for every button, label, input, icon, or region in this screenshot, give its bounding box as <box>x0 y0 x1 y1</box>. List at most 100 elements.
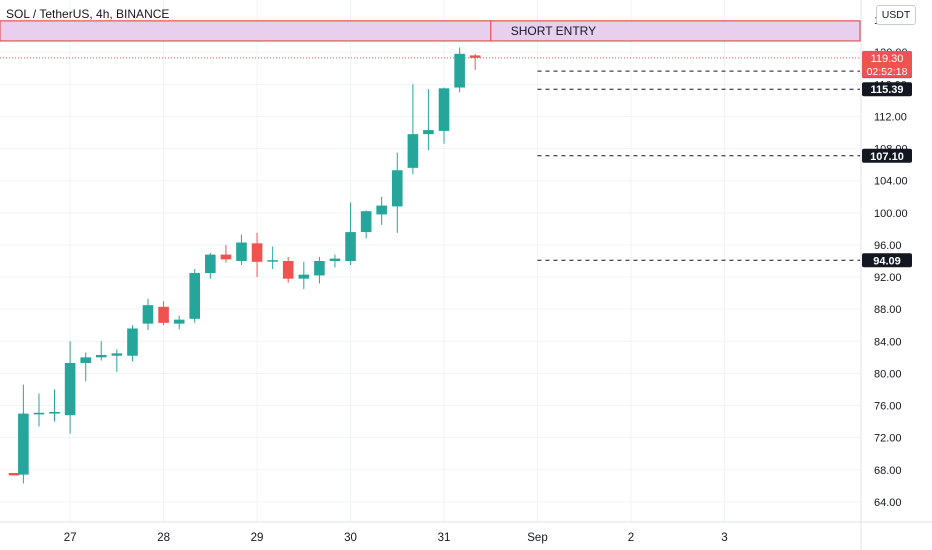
price-tick-label: 88.00 <box>874 304 902 316</box>
candle[interactable] <box>205 252 216 279</box>
candle[interactable] <box>267 246 278 270</box>
candle-body <box>360 211 372 233</box>
candle-body <box>236 242 247 261</box>
chart-title: SOL / TetherUS, 4h, BINANCE <box>6 7 170 21</box>
time-tick-label: 28 <box>157 532 170 544</box>
candle-body <box>251 243 263 262</box>
candle[interactable] <box>407 84 419 175</box>
candle-body <box>111 353 123 356</box>
candle[interactable] <box>127 325 138 362</box>
candle-body <box>33 412 45 415</box>
countdown-label: 02:52:18 <box>867 66 908 78</box>
time-tick-label: 27 <box>64 532 77 544</box>
candle-body <box>267 260 278 262</box>
candle[interactable] <box>8 473 20 476</box>
candle-body <box>329 258 341 261</box>
candle-body <box>376 205 387 215</box>
level-tag <box>862 148 912 163</box>
level-tag-label: 94.09 <box>873 255 901 267</box>
candle[interactable] <box>469 53 481 70</box>
candle[interactable] <box>220 244 232 263</box>
time-tick-label: 2 <box>628 532 634 544</box>
candle[interactable] <box>111 349 123 372</box>
candle-body <box>158 306 169 323</box>
price-axis[interactable]: 64.00 68.00 72.00 76.00 80.00 84.00 88.00 92.00… <box>860 0 912 550</box>
level-lines <box>0 57 860 261</box>
candle-body <box>64 362 76 416</box>
currency-button[interactable]: USDT <box>876 5 916 25</box>
candle-body <box>220 254 232 260</box>
candle-body <box>49 411 60 414</box>
short-entry-box[interactable] <box>0 20 861 42</box>
candle[interactable] <box>438 87 450 144</box>
candle[interactable] <box>80 352 92 382</box>
level-tag <box>862 253 912 268</box>
candle-body <box>298 274 310 279</box>
price-tick-label: 92.00 <box>874 272 902 284</box>
candle-body <box>95 354 107 358</box>
candle[interactable] <box>49 389 60 422</box>
time-tick-label: Sep <box>527 532 547 544</box>
price-tick-label: 100.00 <box>874 208 908 220</box>
price-tick-label: 68.00 <box>874 465 902 477</box>
current-price-label: 119.30 <box>871 53 904 65</box>
candle[interactable] <box>251 232 263 278</box>
candle[interactable] <box>360 210 372 239</box>
candle[interactable] <box>95 341 107 361</box>
candle-body <box>314 261 325 276</box>
candle[interactable] <box>189 269 201 323</box>
price-tick-label: 80.00 <box>874 368 902 380</box>
candle-body <box>18 413 29 475</box>
candle[interactable] <box>391 152 403 233</box>
candle[interactable] <box>18 384 29 484</box>
candles[interactable] <box>8 47 481 484</box>
level-tag-label: 107.10 <box>870 151 904 163</box>
candle-body <box>173 319 185 324</box>
candle[interactable] <box>33 393 45 427</box>
candle[interactable] <box>329 254 341 268</box>
candle-body <box>142 305 154 324</box>
time-tick-label: 29 <box>251 532 264 544</box>
candle-body <box>438 88 450 131</box>
candle[interactable] <box>454 47 465 93</box>
price-tick-label: 96.00 <box>874 240 902 252</box>
candle[interactable] <box>236 234 247 266</box>
current-price-tag <box>862 50 912 78</box>
candle-body <box>80 357 92 363</box>
short-entry-zone[interactable]: SHORT ENTRY <box>0 20 861 42</box>
candle[interactable] <box>173 315 185 330</box>
candle[interactable] <box>282 256 294 283</box>
candle[interactable] <box>314 256 325 284</box>
candle[interactable] <box>376 196 387 225</box>
candle[interactable] <box>64 341 76 434</box>
candle[interactable] <box>298 261 310 290</box>
price-tick-label: 84.00 <box>874 336 902 348</box>
price-tick-label: 72.00 <box>874 433 902 445</box>
time-tick-label: 31 <box>438 532 451 544</box>
level-tag <box>862 82 912 97</box>
grid-lines <box>0 0 860 522</box>
candle-body <box>8 473 20 476</box>
level-tag-label: 115.39 <box>870 84 903 96</box>
price-tick-label: 76.00 <box>874 401 902 413</box>
candle-body <box>127 328 138 356</box>
candle-body <box>454 53 465 88</box>
time-tick-label: 30 <box>344 532 357 544</box>
candle-body <box>407 134 419 168</box>
candle[interactable] <box>158 301 169 326</box>
candle-body <box>423 130 434 135</box>
candle-body <box>189 273 201 319</box>
candle-body <box>205 254 216 274</box>
candle-body <box>391 170 403 207</box>
price-tick-label: 112.00 <box>874 111 907 123</box>
candle-body <box>282 261 294 279</box>
short-entry-label: SHORT ENTRY <box>511 24 596 38</box>
candle[interactable] <box>142 298 154 331</box>
candle-body <box>469 55 481 58</box>
candle[interactable] <box>345 202 356 266</box>
price-tick-label: 104.00 <box>874 176 908 188</box>
time-axis[interactable]: 27 28 29 30 31 Sep 2 3 <box>0 521 932 544</box>
candle-body <box>345 232 356 261</box>
candle[interactable] <box>423 89 434 151</box>
